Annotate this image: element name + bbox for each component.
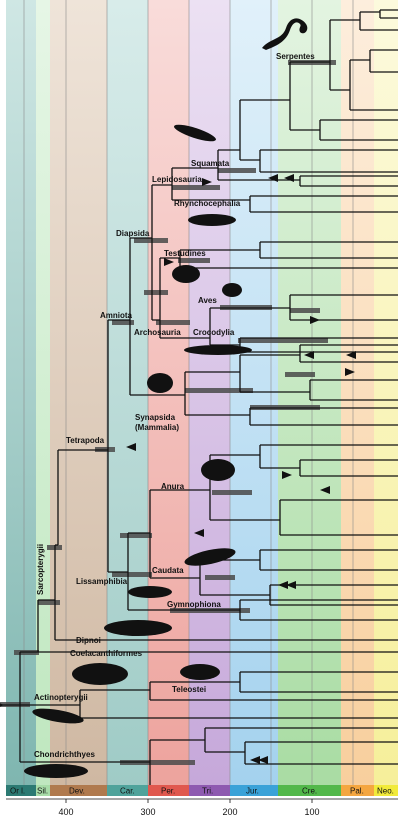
clade-label: Amniota [100,311,133,320]
clade-label: Tetrapoda [66,436,105,445]
clade-label: Serpentes [276,52,315,61]
period-block [189,785,230,796]
period-label: Or l. [10,787,25,796]
clade-label: Chondrichthyes [34,750,95,759]
clade-label: Dipnoi [76,636,101,645]
axis-tick-label: 400 [58,807,73,817]
clade-label: Rhynchocephalia [174,199,241,208]
clade-label: Teleostei [172,685,206,694]
snake-icon [262,18,308,50]
period-label: Tri. [202,787,213,796]
frog-icon [201,459,235,481]
band-devonian [50,0,107,786]
lungfish-icon [104,620,172,636]
time-axis: 400 300 200 100 [6,798,398,817]
period-block [107,785,148,796]
period-block [341,785,374,796]
coelacanth-icon [72,663,128,685]
period-label: Dev. [69,787,85,796]
clade-label: Aves [198,296,217,305]
caecilian-icon [128,586,172,598]
band-paleogene [341,0,374,786]
period-block [36,785,50,796]
band-neogene [374,0,398,786]
clade-label: Crocodylia [193,328,235,337]
clade-label: Lepidosauria [152,175,202,184]
clade-label: Coelacanthiformes [70,649,143,658]
clade-label: Sarcopterygii [36,544,45,595]
clade-label: Squamata [191,159,230,168]
period-label: Pal. [350,787,364,796]
band-carboniferous [107,0,148,786]
lizard-icon [174,124,216,142]
sturgeon-icon [32,708,84,724]
period-block [374,785,398,796]
period-block [148,785,189,796]
period-label: Cre. [302,787,317,796]
clade-label: Diapsida [116,229,150,238]
period-label: Sil. [37,787,48,796]
axis-tick-label: 200 [222,807,237,817]
turtle-icon [172,265,200,283]
clade-label: Gymnophiona [167,600,221,609]
clade-label: (Mammalia) [135,423,179,432]
mouse-icon [147,373,173,393]
clade-labels: Serpentes Squamata Lepidosauria Rhynchoc… [34,52,315,759]
period-block [278,785,341,796]
clade-label: Lissamphibia [76,577,128,586]
period-label: Per. [161,787,175,796]
period-block [50,785,107,796]
teleost-fish-icon [180,664,220,680]
axis-tick-label: 100 [304,807,319,817]
tuatara-icon [188,214,236,226]
silhouettes [24,18,308,778]
salamander-icon [184,548,236,566]
band-ordovician [6,0,36,786]
crocodile-icon [184,345,252,355]
clade-label: Synapsida [135,413,176,422]
clade-label: Actinopterygii [34,693,88,702]
node-markers [0,174,356,764]
clade-label: Anura [161,482,185,491]
tree-branches [0,9,398,791]
shark-icon [24,764,88,778]
period-label: Car. [120,787,135,796]
period-block [230,785,278,796]
axis-tick-label: 300 [140,807,155,817]
band-silurian [36,0,50,786]
clade-label: Caudata [152,566,184,575]
period-label: Neo. [377,787,394,796]
period-bar: Or l. Sil. Dev. Car. Per. Tri. Jur. Cre.… [6,785,398,796]
bird-icon [222,283,242,297]
clade-label: Archosauria [134,328,181,337]
clade-label: Testudines [164,249,206,258]
period-block [6,785,36,796]
period-label: Jur. [246,787,259,796]
